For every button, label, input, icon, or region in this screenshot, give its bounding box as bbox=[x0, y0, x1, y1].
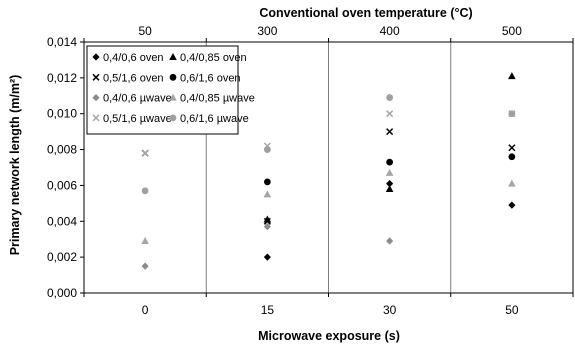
y-tick-label: 0,002 bbox=[47, 250, 77, 264]
data-point-s1-x3 bbox=[508, 72, 516, 80]
legend-label-5: 0,4/0,85 µwave bbox=[180, 93, 255, 105]
top-axis-ticks: 50 300 400 500 bbox=[83, 24, 574, 42]
data-point-s4-x1 bbox=[263, 223, 271, 231]
x-axis-title: Microwave exposure (s) bbox=[258, 329, 400, 343]
y-tick-label: 0,010 bbox=[47, 107, 77, 121]
data-point-s2-x1 bbox=[263, 217, 271, 225]
legend-marker-1 bbox=[169, 53, 177, 60]
legend: 0,4/0,6 oven 0,4/0,85 oven 0,5/1,6 oven 0,6… bbox=[86, 45, 255, 135]
data-point-s1-x1 bbox=[263, 215, 272, 223]
data-point-s6-x0 bbox=[141, 149, 149, 157]
legend-label-6: 0,5/1,6 µwave bbox=[103, 113, 172, 125]
y-axis-title: Primary network length (m/m²) bbox=[8, 75, 22, 256]
legend-marker-6 bbox=[92, 114, 100, 122]
data-point-s4-x0 bbox=[141, 262, 149, 270]
legend-marker-4 bbox=[92, 94, 100, 102]
legend-label-2: 0,5/1,6 oven bbox=[103, 72, 164, 84]
data-point-s0-x3 bbox=[508, 201, 516, 209]
x-tick-label: 0 bbox=[142, 303, 149, 317]
top-tick-label: 300 bbox=[257, 24, 277, 38]
y-tick-label: 0,012 bbox=[47, 71, 77, 85]
data-point-s5-x0 bbox=[141, 237, 149, 245]
y-tick-label: 0,004 bbox=[47, 214, 77, 228]
top-tick-label: 50 bbox=[138, 24, 152, 38]
data-point-s3-x2 bbox=[386, 158, 394, 166]
legend-label-3: 0,6/1,6 oven bbox=[180, 72, 241, 84]
legend-label-7: 0,6/1,6 µwave bbox=[180, 113, 249, 125]
data-point-s7-x3 bbox=[508, 110, 516, 118]
y-tick-label: 0,000 bbox=[47, 286, 77, 300]
data-point-s5-x2 bbox=[385, 168, 394, 176]
y-axis-ticks: 0,000 0,002 0,004 0,006 0,008 0,010 0,012 0,014 bbox=[47, 35, 84, 300]
data-point-s7-x1 bbox=[263, 146, 271, 153]
data-point-s2-x2 bbox=[386, 128, 394, 136]
legend-marker-0 bbox=[92, 53, 100, 61]
data-point-s3-x3 bbox=[508, 153, 516, 161]
legend-marker-5 bbox=[169, 93, 177, 101]
legend-marker-3 bbox=[169, 73, 177, 81]
legend-marker-2 bbox=[92, 73, 100, 81]
data-point-s5-x3 bbox=[508, 179, 516, 187]
data-point-s1-x2 bbox=[385, 185, 394, 193]
gridlines bbox=[205, 42, 452, 293]
data-point-s5-x1 bbox=[263, 190, 272, 198]
data-point-s6-x2 bbox=[386, 110, 394, 118]
data-point-s4-x2 bbox=[386, 237, 394, 245]
data-point-s7-x2 bbox=[386, 94, 394, 101]
top-tick-label: 500 bbox=[502, 24, 522, 38]
y-tick-label: 0,014 bbox=[47, 35, 77, 49]
y-tick-label: 0,008 bbox=[47, 143, 77, 157]
x-tick-label: 30 bbox=[383, 303, 397, 317]
legend-label-4: 0,4/0,6 µwave bbox=[103, 93, 172, 105]
top-axis-title: Conventional oven temperature (°C) bbox=[259, 6, 472, 20]
x-tick-label: 50 bbox=[505, 303, 519, 317]
data-point-s0-x1 bbox=[263, 253, 271, 261]
y-tick-label: 0,006 bbox=[47, 178, 77, 192]
data-point-s0-x2 bbox=[386, 180, 394, 188]
x-tick-label: 15 bbox=[261, 303, 275, 317]
top-tick-label: 400 bbox=[380, 24, 400, 38]
data-points bbox=[141, 72, 516, 270]
data-point-s7-x0 bbox=[141, 187, 149, 195]
data-point-s3-x1 bbox=[263, 178, 271, 186]
legend-label-1: 0,4/0,85 oven bbox=[180, 52, 247, 64]
x-axis-ticks: 0 15 30 50 bbox=[83, 293, 574, 317]
data-point-s2-x3 bbox=[508, 144, 516, 152]
legend-label-0: 0,4/0,6 oven bbox=[103, 52, 164, 64]
legend-box bbox=[86, 45, 239, 135]
legend-marker-7 bbox=[169, 114, 177, 122]
